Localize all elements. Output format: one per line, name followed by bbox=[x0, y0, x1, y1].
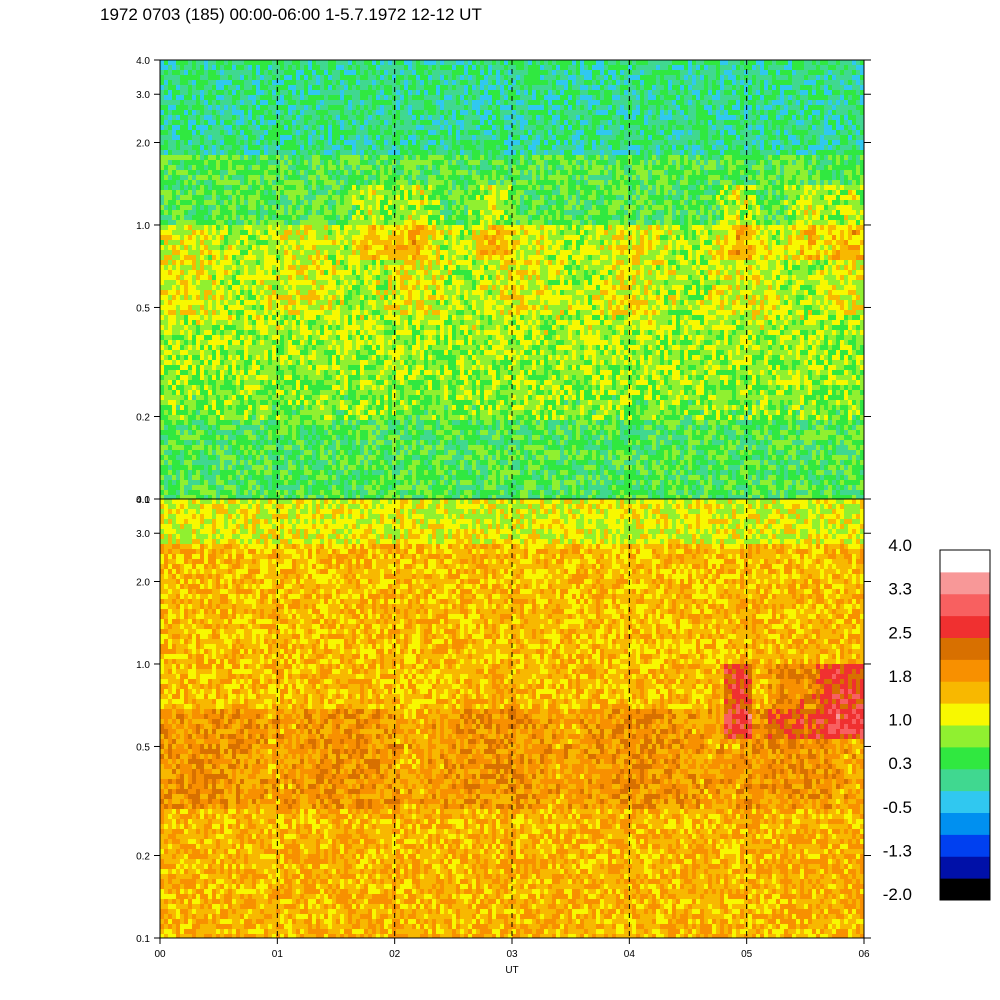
colorbar-label: -2.0 bbox=[883, 885, 912, 904]
colorbar-swatch bbox=[940, 856, 990, 879]
colorbar-label: -0.5 bbox=[883, 798, 912, 817]
y-tick-label: 0.5 bbox=[136, 303, 150, 314]
y-tick-label: 4.0 bbox=[136, 495, 150, 506]
y-tick-label: 2.0 bbox=[136, 138, 150, 149]
colorbar-swatch bbox=[940, 725, 990, 748]
y-tick-label: 0.2 bbox=[136, 413, 150, 424]
x-axis-label: UT bbox=[505, 965, 518, 976]
colorbar-swatch bbox=[940, 812, 990, 835]
colorbar-label: -1.3 bbox=[883, 841, 912, 860]
y-tick-label: 3.0 bbox=[136, 529, 150, 540]
colorbar-label: 3.3 bbox=[888, 580, 912, 599]
y-tick-label: 3.0 bbox=[136, 90, 150, 101]
y-tick-label: 0.5 bbox=[136, 742, 150, 753]
colorbar-swatch bbox=[940, 681, 990, 704]
x-tick-label: 01 bbox=[272, 949, 284, 960]
colorbar-swatch bbox=[940, 593, 990, 617]
y-tick-label: 0.1 bbox=[136, 934, 150, 945]
x-tick-label: 04 bbox=[624, 949, 636, 960]
colorbar-swatch bbox=[940, 746, 990, 770]
x-tick-label: 06 bbox=[858, 949, 870, 960]
colorbar-swatch bbox=[940, 790, 990, 813]
colorbar-label: 2.5 bbox=[888, 623, 912, 642]
colorbar-swatch bbox=[940, 659, 990, 682]
x-tick-label: 05 bbox=[741, 949, 753, 960]
colorbar-swatch bbox=[940, 703, 990, 726]
colorbar-label: 4.0 bbox=[888, 536, 912, 555]
x-tick-label: 02 bbox=[389, 949, 401, 960]
colorbar-frame bbox=[939, 549, 991, 901]
colorbar-swatch bbox=[940, 637, 990, 660]
colorbar-swatch bbox=[940, 768, 990, 792]
colorbar: 4.0 3.3 2.5 1.8 1.0 0.3 -0.5 -1.3 -2.0 bbox=[883, 536, 991, 904]
axes: 4.03.02.01.00.50.20.14.03.02.01.00.50.20… bbox=[136, 56, 871, 960]
x-tick-label: 00 bbox=[154, 949, 166, 960]
y-tick-label: 1.0 bbox=[136, 221, 150, 232]
colorbar-label: 1.8 bbox=[888, 667, 912, 686]
y-tick-label: 1.0 bbox=[136, 660, 150, 671]
colorbar-swatch bbox=[940, 571, 990, 595]
colorbar-swatch bbox=[940, 834, 990, 857]
colorbar-label: 0.3 bbox=[888, 754, 912, 773]
y-tick-label: 2.0 bbox=[136, 577, 150, 588]
colorbar-label: 1.0 bbox=[888, 711, 912, 730]
chart-title: 1972 0703 (185) 00:00-06:00 1-5.7.1972 1… bbox=[100, 5, 482, 25]
x-tick-label: 03 bbox=[506, 949, 518, 960]
colorbar-swatch bbox=[940, 615, 990, 638]
colorbar-swatch bbox=[940, 878, 990, 901]
y-tick-label: 0.2 bbox=[136, 852, 150, 863]
colorbar-swatch bbox=[940, 550, 990, 573]
y-tick-label: 4.0 bbox=[136, 56, 150, 67]
y-tick-label: 0.1 bbox=[136, 495, 150, 506]
